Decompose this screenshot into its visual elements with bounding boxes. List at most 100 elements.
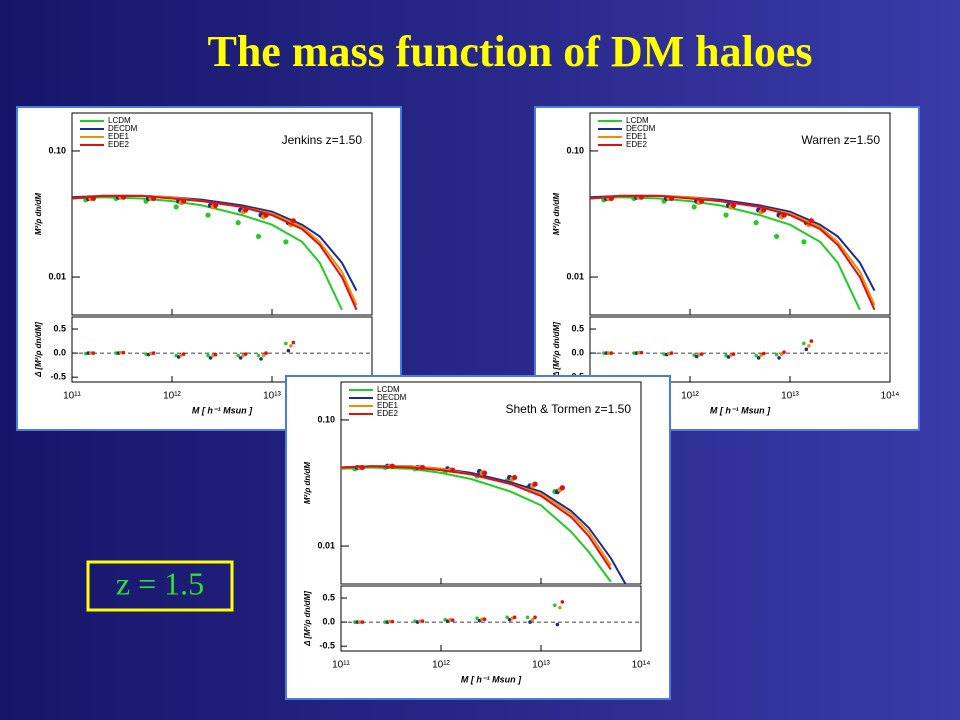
residual-y-tick-label: 0.5 [571, 323, 584, 333]
data-point [283, 239, 289, 245]
data-point [691, 204, 697, 210]
residual-point [694, 354, 699, 359]
y-axis-label: M²/ρ dn/dM [303, 462, 312, 505]
residual-y-tick-label: -0.5 [50, 372, 66, 382]
redshift-label: z = 1.5 [116, 565, 204, 601]
y-tick-label: 0.10 [48, 145, 66, 155]
y-axis-label: M²/ρ dn/dM [552, 193, 561, 236]
residual-point [505, 615, 509, 620]
residual-point [754, 353, 758, 358]
data-point [255, 233, 262, 240]
data-point [723, 212, 729, 218]
residual-point [533, 615, 537, 620]
data-point [181, 198, 187, 204]
residual-y-tick-label: 0.0 [571, 347, 584, 357]
legend-label: LCDM [108, 116, 131, 125]
residual-point [480, 617, 484, 622]
residual-axis-label: Δ [M²/ρ dn/dM] [34, 322, 43, 378]
legend-label: LCDM [377, 385, 400, 394]
x-tick-label: 10¹² [163, 391, 181, 402]
x-axis-label: M [ h⁻¹ Msun ] [192, 405, 253, 415]
residual-point [731, 352, 736, 356]
x-tick-label: 10¹³ [263, 391, 281, 402]
annotation: Sheth & Tormen z=1.50 [505, 402, 631, 416]
data-point [773, 233, 780, 240]
x-tick-label: 10¹⁴ [632, 660, 651, 671]
residual-point [637, 350, 641, 355]
y-tick-label: 0.10 [317, 414, 335, 424]
residual-point [602, 351, 606, 355]
data-point [419, 464, 426, 471]
residual-frame [71, 316, 373, 383]
residual-point [555, 622, 560, 627]
legend-label: EDE2 [377, 409, 398, 418]
data-point [808, 218, 814, 224]
data-point [235, 220, 241, 226]
residual-point [181, 352, 186, 356]
x-tick-label: 10¹¹ [332, 660, 350, 671]
residual-point [119, 350, 123, 355]
data-point [205, 212, 211, 218]
residual-y-tick-label: -0.5 [319, 641, 335, 651]
residual-axis-label: Δ [M²/ρ dn/dM] [303, 591, 312, 647]
residual-point [528, 620, 532, 624]
charts: 10¹¹ 10¹² 10¹³ 10¹⁴ 0.01 0.10 -0.5 0.0 0.5 M²/ρ d… [16, 106, 920, 700]
data-point [263, 212, 269, 218]
residual-point [91, 351, 96, 355]
label-box [86, 560, 234, 612]
residual-point [89, 351, 93, 355]
data-point [389, 463, 396, 469]
x-tick-label: 10¹¹ [63, 391, 81, 402]
legend-label: EDE1 [108, 132, 129, 141]
data-point [150, 195, 157, 202]
residual-point [358, 620, 362, 624]
legend-label: DECDM [626, 124, 656, 133]
x-axis-label: M [ h⁻¹ Msun ] [461, 674, 522, 684]
residual-point [420, 619, 425, 623]
residual-y-tick-label: 0.0 [322, 616, 335, 626]
residual-point [804, 347, 809, 352]
annotation: Jenkins z=1.50 [282, 133, 363, 147]
residual-point [121, 350, 126, 355]
residual-point [388, 619, 392, 624]
x-axis-label: M [ h⁻¹ Msun ] [710, 405, 771, 415]
legend-label: DECDM [108, 124, 138, 133]
plot-frame [71, 112, 373, 316]
residual-point [383, 620, 387, 624]
data-point [781, 212, 787, 218]
residual-point [777, 356, 781, 360]
residual-point [756, 356, 761, 360]
residual-point [779, 352, 784, 356]
data-point [120, 194, 127, 200]
residual-frame [589, 316, 891, 383]
data-point [559, 485, 565, 491]
legend-label: EDE1 [377, 401, 398, 410]
residual-y-tick-label: 0.5 [322, 592, 335, 602]
residual-point [86, 351, 91, 355]
annotation: Warren z=1.50 [801, 133, 880, 147]
residual-point [807, 344, 811, 348]
data-point [243, 207, 249, 213]
model-curve [72, 194, 358, 311]
x-tick-label: 10¹² [681, 391, 699, 402]
residual-point [261, 353, 266, 358]
data-point [212, 202, 219, 209]
residual-point [558, 605, 562, 610]
data-point [608, 195, 614, 202]
residual-point [607, 351, 611, 355]
residual-point [553, 603, 557, 608]
residual-point [604, 351, 609, 355]
plot-frame [340, 381, 642, 585]
residual-point [699, 352, 704, 356]
data-point [638, 194, 645, 200]
y-tick-label: 0.01 [566, 271, 584, 281]
residual-point [525, 615, 530, 620]
residual-point [774, 352, 779, 357]
residual-point [530, 617, 535, 622]
residual-point [782, 350, 786, 354]
plot-frame [589, 112, 891, 316]
residual-point [259, 357, 263, 361]
